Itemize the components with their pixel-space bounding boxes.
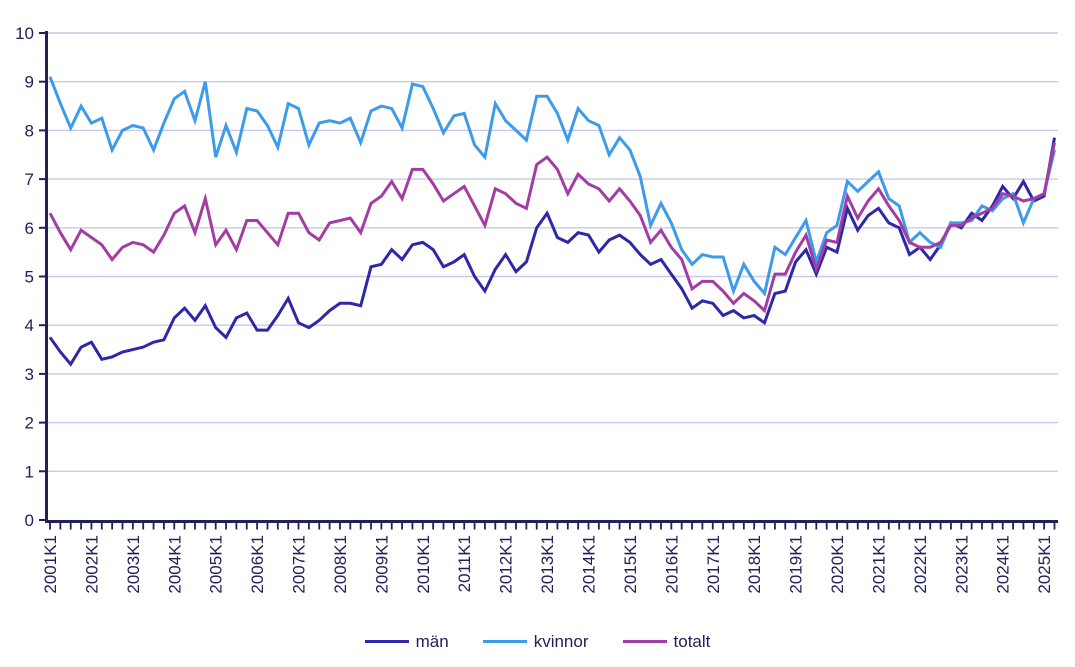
series-line-kvinnor [48,76,1056,297]
y-axis-label: 2 [25,414,34,433]
x-axis-label: 2010K1 [414,535,433,594]
x-axis-label: 2011K1 [455,535,474,592]
x-axis-label: 2024K1 [994,535,1013,594]
x-axis-label: 2020K1 [828,535,847,594]
y-axis-label: 0 [25,511,34,530]
legend-line-swatch-man [364,640,409,643]
x-axis-label: 2022K1 [911,535,930,594]
x-axis-label: 2023K1 [952,535,971,594]
x-axis-label: 2016K1 [662,535,681,594]
y-axis-label: 8 [25,121,34,140]
x-axis-label: 2008K1 [331,535,350,594]
x-axis-label: 2014K1 [579,535,598,594]
x-axis-label: 2001K1 [41,535,60,594]
x-axis-label: 2003K1 [124,535,143,594]
y-axis-label: 3 [25,365,34,384]
legend-line-swatch-totalt [622,640,667,643]
x-axis-label: 2017K1 [704,535,723,594]
y-axis-label: 1 [25,462,34,481]
x-axis-label: 2013K1 [538,535,557,594]
legend-line-swatch-kvinnor [482,640,527,643]
series-line-män [48,137,1056,367]
y-axis-label: 4 [25,316,34,335]
x-axis-label: 2025K1 [1035,535,1054,594]
x-axis-label: 2009K1 [372,535,391,594]
y-axis-label: 5 [25,268,34,287]
series-line-totalt [48,142,1056,314]
legend-item-kvinnor: kvinnor [482,632,589,651]
x-axis-label: 2007K1 [290,535,309,594]
x-axis-label: 2004K1 [165,535,184,594]
x-axis-label: 2019K1 [787,535,806,594]
x-axis-label: 2015K1 [621,535,640,594]
x-axis-label: 2006K1 [248,535,267,594]
legend-label-kvinnor: kvinnor [533,632,589,651]
y-axis-label: 6 [25,219,34,238]
chart-legend: män kvinnor totalt [0,633,1075,650]
y-axis-label: 9 [25,73,34,92]
x-axis-label: 2005K1 [207,535,226,594]
y-axis-label: 7 [25,170,34,189]
legend-item-totalt: totalt [622,632,711,651]
x-axis-label: 2012K1 [497,535,516,594]
legend-label-totalt: totalt [673,632,711,651]
x-axis-label: 2002K1 [82,535,101,594]
x-axis-label: 2018K1 [745,535,764,594]
y-axis-label: 10 [15,24,34,43]
x-axis-label: 2021K1 [869,535,888,594]
legend-label-man: män [415,632,449,651]
legend-item-man: män [364,632,449,651]
